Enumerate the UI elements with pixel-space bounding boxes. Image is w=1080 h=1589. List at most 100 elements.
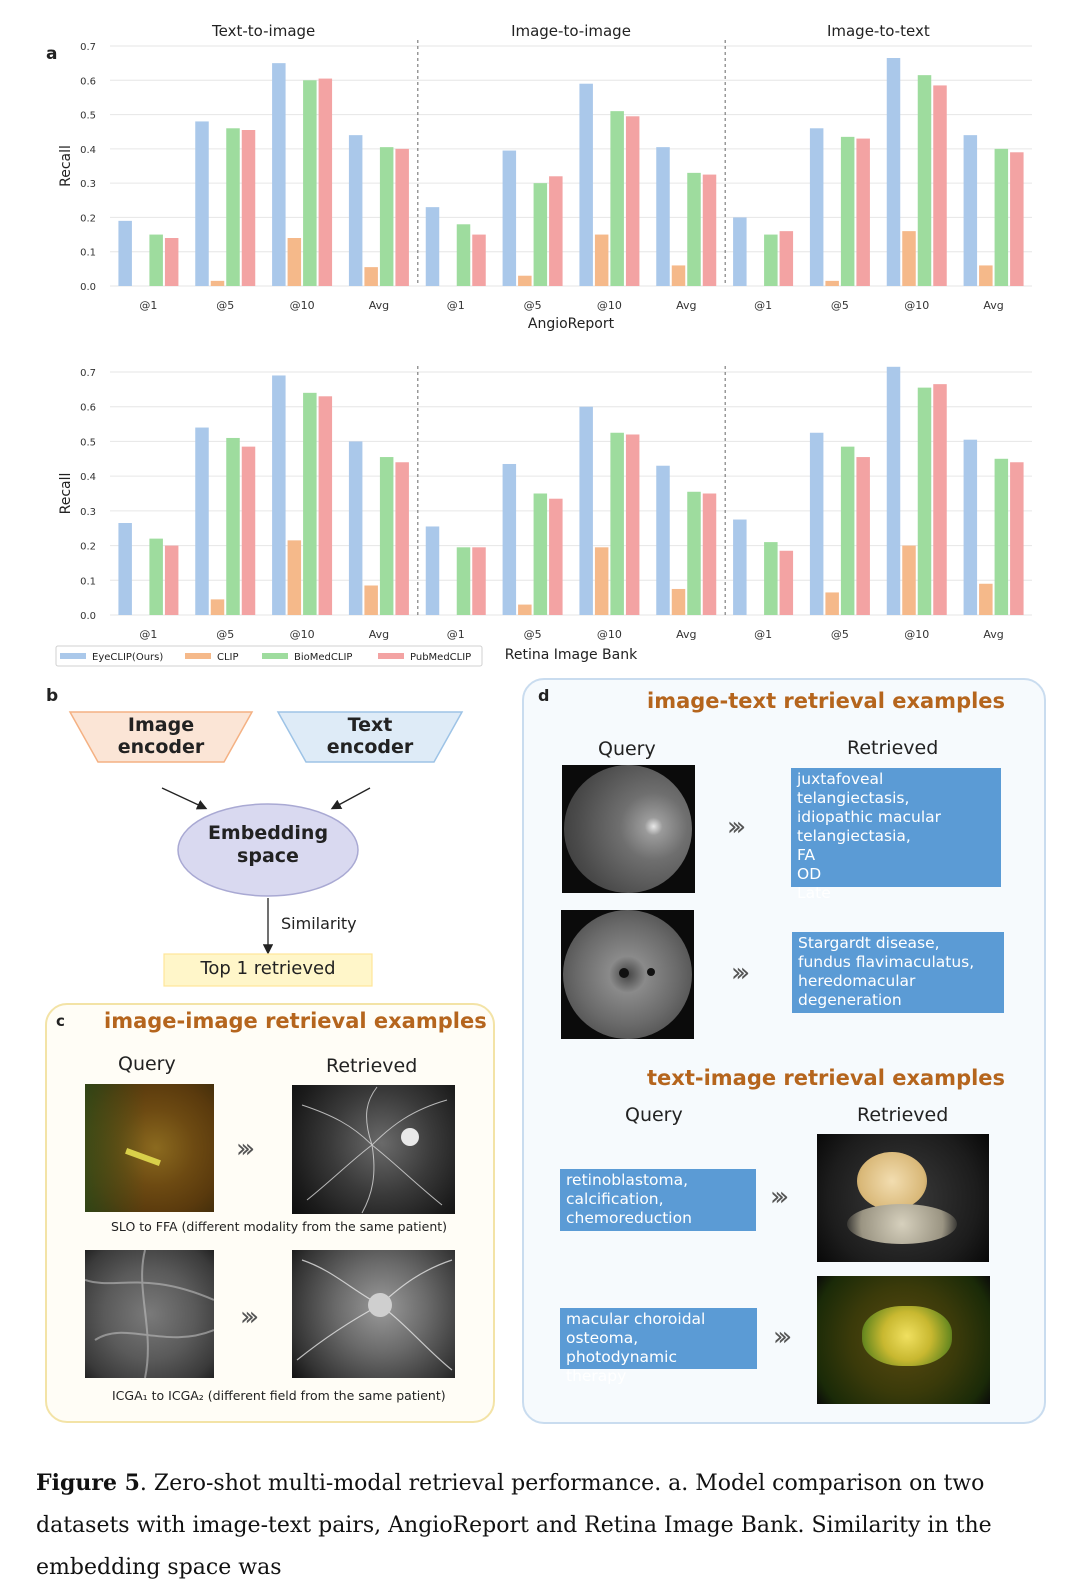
x-tick-label: @10 xyxy=(904,299,929,312)
bar xyxy=(195,121,209,286)
legend-label: CLIP xyxy=(217,652,239,663)
bar xyxy=(610,432,624,615)
icga2-retrieved-image xyxy=(292,1250,455,1378)
bar xyxy=(318,396,333,615)
bar xyxy=(963,135,978,286)
bar xyxy=(287,238,302,286)
panel-b-letter: b xyxy=(46,686,59,706)
y-tick-label: 0.7 xyxy=(80,42,96,53)
y-tick-label: 0.6 xyxy=(80,76,96,87)
bar xyxy=(303,80,317,287)
y-axis-label: Recall xyxy=(58,473,74,515)
bar xyxy=(318,78,333,286)
ffa-retrieved-image xyxy=(292,1085,455,1214)
bar xyxy=(303,392,317,615)
y-tick-label: 0.4 xyxy=(80,145,96,156)
text-encoder-shape xyxy=(276,711,464,763)
x-tick-label: @10 xyxy=(290,299,315,312)
x-tick-label: @5 xyxy=(831,299,849,312)
image-arrow xyxy=(161,787,208,810)
bar xyxy=(902,231,916,286)
y-tick-label: 0.5 xyxy=(80,111,96,122)
bar xyxy=(933,384,947,615)
bar xyxy=(610,111,624,287)
bar xyxy=(779,231,794,286)
x-tick-label: @1 xyxy=(447,628,465,641)
choroidal-osteoma-retrieved-image xyxy=(817,1276,990,1404)
panel-c-query-label: Query xyxy=(118,1053,176,1075)
bar xyxy=(886,58,901,286)
x-tick-label: @5 xyxy=(524,628,542,641)
bar xyxy=(118,220,132,286)
x-tick-label: @1 xyxy=(754,628,772,641)
bar xyxy=(825,280,839,286)
bar xyxy=(364,585,378,615)
bar xyxy=(856,457,870,615)
bar xyxy=(856,138,870,286)
embedding-space-shape xyxy=(177,803,359,897)
bar xyxy=(625,434,640,615)
y-tick-label: 0.7 xyxy=(80,368,96,379)
x-tick-label: Avg xyxy=(983,299,1003,312)
panel-d-arrow-2: ››› xyxy=(731,958,750,988)
image-encoder-shape xyxy=(68,711,254,763)
text-encoder-label: Text encoder xyxy=(326,714,414,758)
legend-label: PubMedCLIP xyxy=(410,652,471,663)
bar xyxy=(456,224,471,286)
group-title: Text-to-image xyxy=(211,22,315,40)
panel-c-title: image-image retrieval examples xyxy=(104,1009,487,1033)
text-arrow xyxy=(330,787,371,810)
y-axis-label: Recall xyxy=(58,145,74,187)
bar xyxy=(348,135,363,286)
bar xyxy=(287,540,302,615)
bar xyxy=(994,148,1009,286)
bar xyxy=(425,207,440,286)
bar xyxy=(979,583,993,615)
panel-c-example2-caption: ICGA₁ to ICGA₂ (different field from the… xyxy=(112,1388,446,1403)
y-tick-label: 0.2 xyxy=(80,542,96,553)
bar xyxy=(656,465,670,615)
panel-d-letter: d xyxy=(538,686,550,705)
bar xyxy=(917,387,932,615)
panel-c-example1-caption: SLO to FFA (different modality from the … xyxy=(111,1219,448,1234)
embedding-diagram xyxy=(68,711,464,987)
bar xyxy=(671,588,686,615)
slo-query-image xyxy=(85,1084,214,1212)
x-tick-label: @5 xyxy=(524,299,542,312)
y-tick-label: 0.1 xyxy=(80,576,96,587)
bar xyxy=(533,493,548,615)
bar xyxy=(809,128,824,286)
bar xyxy=(1010,152,1024,286)
panel-c-arrow-1: ››› xyxy=(236,1134,255,1164)
bar xyxy=(549,176,563,286)
bar xyxy=(886,366,901,615)
figure-caption: Figure 5. Zero-shot multi-modal retrieva… xyxy=(36,1462,1046,1589)
dataset-label: AngioReport xyxy=(528,316,615,332)
bar xyxy=(502,150,517,286)
bar xyxy=(779,550,794,615)
embedding-space-label: Embedding space xyxy=(207,822,329,867)
y-tick-label: 0.4 xyxy=(80,472,96,483)
bar xyxy=(502,463,517,615)
it-retrieved-text-2: Stargardt disease, fundus flavimaculatus,… xyxy=(792,932,1004,1013)
retinoblastoma-retrieved-image xyxy=(817,1134,989,1262)
it-retrieved-text-1: juxtafoveal telangiectasis, idiopathic ma… xyxy=(791,768,1001,902)
bar xyxy=(533,183,548,286)
bar xyxy=(764,234,778,286)
panel-d-arrow-1: ››› xyxy=(727,812,746,842)
bar xyxy=(425,526,440,615)
bar xyxy=(963,439,978,615)
x-tick-label: Avg xyxy=(983,628,1003,641)
x-tick-label: @1 xyxy=(139,299,157,312)
bar xyxy=(379,147,394,286)
bar xyxy=(364,267,378,286)
similarity-label: Similarity xyxy=(281,914,357,933)
bar xyxy=(840,446,855,615)
x-tick-label: @10 xyxy=(597,299,622,312)
bar xyxy=(472,234,486,286)
group-title: Image-to-text xyxy=(827,22,930,40)
y-tick-label: 0.1 xyxy=(80,248,96,259)
bar xyxy=(840,136,855,286)
y-tick-label: 0.3 xyxy=(80,179,96,190)
y-tick-label: 0.0 xyxy=(80,611,96,622)
